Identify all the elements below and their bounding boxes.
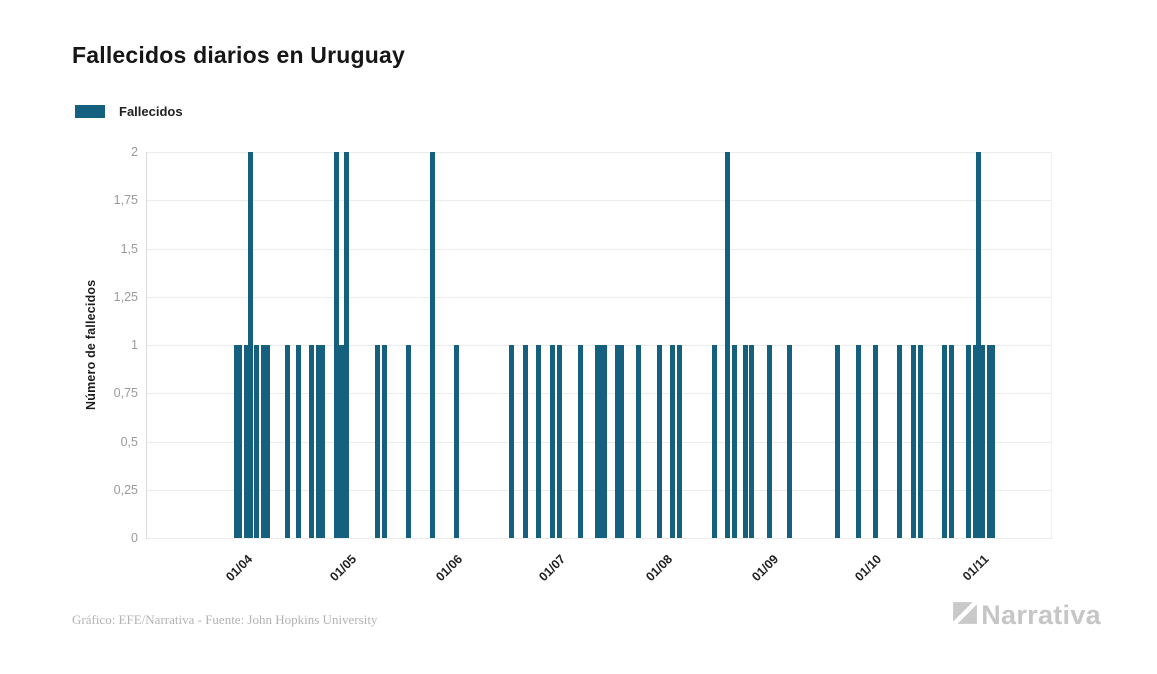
bar[interactable] xyxy=(787,345,793,538)
narrativa-logo: Narrativa xyxy=(952,600,1101,631)
bar[interactable] xyxy=(536,345,542,538)
gridline xyxy=(147,538,1051,539)
bar[interactable] xyxy=(247,152,253,538)
y-tick-label: 1 xyxy=(131,338,138,352)
bar[interactable] xyxy=(897,345,903,538)
bar[interactable] xyxy=(309,345,315,538)
legend-swatch xyxy=(75,105,105,118)
bar[interactable] xyxy=(976,152,982,538)
x-tick-label: 01/05 xyxy=(326,552,359,585)
bar[interactable] xyxy=(295,345,301,538)
bar[interactable] xyxy=(550,345,556,538)
x-tick-label: 01/06 xyxy=(433,552,466,585)
x-tick-label: 01/09 xyxy=(749,552,782,585)
x-tick-label: 01/04 xyxy=(223,552,256,585)
bar[interactable] xyxy=(941,345,947,538)
x-tick-label: 01/10 xyxy=(852,552,885,585)
bar[interactable] xyxy=(966,345,971,538)
bar[interactable] xyxy=(972,345,978,538)
bar[interactable] xyxy=(749,345,755,538)
x-axis-tick-labels: 01/04 01/05 01/06 01/07 01/08 01/09 01/10 01/11 xyxy=(146,538,1050,608)
bar[interactable] xyxy=(233,345,239,538)
plot-area xyxy=(146,152,1052,539)
bar[interactable] xyxy=(636,345,642,538)
bar[interactable] xyxy=(285,345,291,538)
bar[interactable] xyxy=(618,345,624,538)
y-tick-label: 1,75 xyxy=(113,193,138,208)
bar[interactable] xyxy=(598,345,604,538)
y-tick-label: 0,5 xyxy=(120,434,138,449)
bar[interactable] xyxy=(601,345,607,538)
bar[interactable] xyxy=(670,345,676,538)
bar[interactable] xyxy=(556,345,562,538)
bar[interactable] xyxy=(381,345,387,538)
source-credit: Gráfico: EFE/Narrativa - Fuente: John Ho… xyxy=(72,612,378,627)
bar[interactable] xyxy=(873,345,879,538)
bar[interactable] xyxy=(917,345,923,538)
bar[interactable] xyxy=(725,152,731,538)
y-tick-label: 1,25 xyxy=(113,289,138,304)
x-tick-label: 01/11 xyxy=(959,552,992,584)
legend-label: Fallecidos xyxy=(119,104,183,119)
bar[interactable] xyxy=(856,345,861,538)
bar[interactable] xyxy=(766,345,772,538)
gridline xyxy=(147,152,1051,153)
bar[interactable] xyxy=(264,345,270,538)
narrativa-logo-text: Narrativa xyxy=(981,600,1101,630)
y-tick-label: 0,25 xyxy=(113,482,138,497)
x-tick-label: 01/07 xyxy=(536,552,569,585)
x-tick-label: 01/08 xyxy=(642,552,675,585)
y-axis-tick-labels: 0 0,25 0,5 0,75 1 1,25 1,5 1,75 2 xyxy=(0,145,138,545)
bar[interactable] xyxy=(244,345,250,538)
gridline xyxy=(147,200,1051,202)
bar[interactable] xyxy=(429,152,435,538)
bar[interactable] xyxy=(677,345,683,538)
bar[interactable] xyxy=(319,345,325,538)
bar[interactable] xyxy=(615,345,621,538)
bar[interactable] xyxy=(656,345,662,538)
bar[interactable] xyxy=(333,152,339,538)
bar[interactable] xyxy=(336,345,342,538)
bar[interactable] xyxy=(508,345,514,538)
bar[interactable] xyxy=(340,345,346,538)
bar[interactable] xyxy=(316,345,322,538)
bar[interactable] xyxy=(594,345,600,538)
bar[interactable] xyxy=(343,152,349,538)
bar[interactable] xyxy=(261,345,267,538)
bar[interactable] xyxy=(990,345,996,538)
bar[interactable] xyxy=(979,345,985,538)
y-tick-label: 0,75 xyxy=(113,386,138,401)
bar[interactable] xyxy=(405,345,411,538)
bar[interactable] xyxy=(742,345,748,538)
legend-item-fallecidos[interactable]: Fallecidos xyxy=(75,104,183,119)
bar[interactable] xyxy=(835,345,841,538)
bar[interactable] xyxy=(732,345,738,538)
bar[interactable] xyxy=(986,345,992,538)
bar[interactable] xyxy=(711,345,717,538)
bar[interactable] xyxy=(522,345,528,538)
y-tick-label: 1,5 xyxy=(120,241,138,256)
bar[interactable] xyxy=(237,345,243,538)
y-tick-label: 0 xyxy=(131,531,138,545)
narrativa-n-icon xyxy=(952,600,978,631)
bar[interactable] xyxy=(453,345,459,538)
bar[interactable] xyxy=(948,345,954,538)
gridline xyxy=(147,296,1051,298)
bar[interactable] xyxy=(374,345,380,538)
gridline xyxy=(147,248,1051,250)
page-title: Fallecidos diarios en Uruguay xyxy=(72,42,405,68)
bar[interactable] xyxy=(577,345,583,538)
bar[interactable] xyxy=(254,345,260,538)
y-tick-label: 2 xyxy=(131,145,138,159)
bar[interactable] xyxy=(911,345,916,538)
